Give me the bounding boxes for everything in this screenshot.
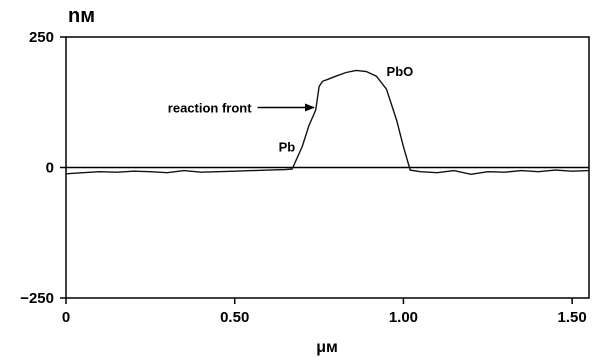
- annotations: reaction front Pb PbO: [168, 64, 413, 155]
- x-tick-label: 1.00: [389, 309, 418, 326]
- y-ticks: −250 0 250: [20, 29, 66, 307]
- y-axis-unit: nм: [68, 5, 95, 27]
- x-tick-label: 1.50: [558, 309, 587, 326]
- annotation-label: reaction front: [168, 100, 252, 115]
- y-tick-label: 250: [29, 29, 54, 46]
- y-tick-label: 0: [46, 160, 54, 177]
- series-line: [65, 69, 590, 176]
- x-axis-unit: μм: [316, 339, 338, 356]
- x-ticks: 0 0.50 1.00 1.50: [62, 298, 587, 326]
- annotation-label: Pb: [279, 140, 296, 155]
- annotation-label: PbO: [387, 64, 414, 79]
- y-tick-label: −250: [20, 290, 54, 307]
- x-tick-label: 0.50: [220, 309, 249, 326]
- x-tick-label: 0: [62, 309, 70, 326]
